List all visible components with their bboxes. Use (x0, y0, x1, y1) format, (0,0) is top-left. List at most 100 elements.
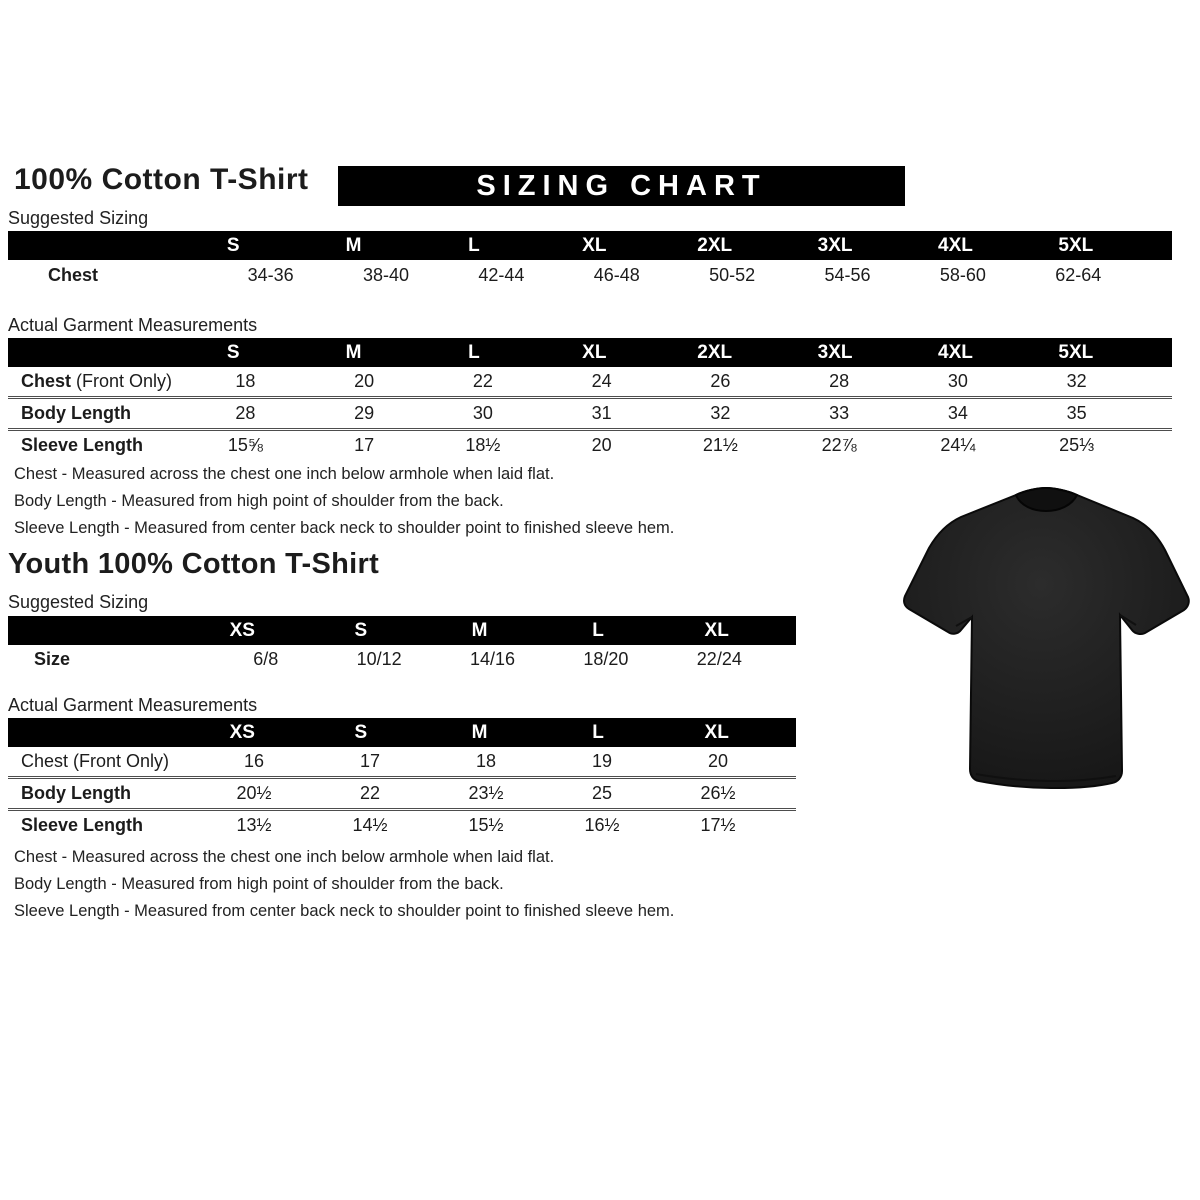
table-cell: 58-60 (939, 264, 986, 285)
size-col-header: L (592, 619, 604, 641)
table-cell: 16 (243, 751, 265, 771)
table-cell: 25⅓ (1059, 435, 1095, 455)
size-col-header: 3XL (817, 341, 853, 363)
table-row-chest: Chest (Front Only) 18 20 22 24 26 28 30 … (8, 367, 1172, 396)
table-cell: 20 (707, 751, 729, 771)
note-line: Sleeve Length - Measured from center bac… (14, 902, 675, 920)
table-cell: 14/16 (469, 649, 516, 669)
size-col-header: S (226, 341, 240, 363)
table-cell: 35 (1066, 403, 1087, 423)
table-cell: 30 (947, 371, 968, 391)
table-cell: 26 (710, 371, 731, 391)
size-col-header: 3XL (817, 234, 853, 256)
actual-measurements-heading: Actual Garment Measurements (8, 695, 258, 715)
table-cell: 38-40 (363, 264, 410, 285)
size-col-header: M (345, 234, 362, 256)
table-cell: 17 (354, 435, 375, 455)
table-row-sleeve-length: Sleeve Length 15⅝ 17 18½ 20 21½ 22⅞ 24¼ … (8, 428, 1172, 460)
size-col-header: L (468, 341, 480, 363)
table-cell: 24 (591, 371, 612, 391)
table-cell: 21½ (702, 435, 738, 455)
table-cell: 20 (591, 435, 612, 455)
size-col-header: 2XL (697, 341, 733, 363)
note-line: Body Length - Measured from high point o… (14, 492, 504, 510)
table-cell: 33 (829, 403, 850, 423)
table-cell: 31 (591, 403, 612, 423)
size-col-header: L (592, 721, 604, 743)
table-cell: 16½ (584, 815, 620, 835)
size-col-header: M (471, 619, 488, 641)
youth-suggested-sizing-table: XS S M L XL Size 6/8 10/12 14/16 18/20 2… (8, 616, 796, 674)
suggested-sizing-heading: Suggested Sizing (8, 592, 149, 612)
table-cell: 32 (1066, 371, 1087, 391)
table-cell: 50-52 (709, 264, 756, 285)
table-row-body-length: Body Length 28 29 30 31 32 33 34 35 (8, 396, 1172, 428)
table-cell: 10/12 (356, 649, 402, 669)
size-col-header: XS (229, 721, 255, 743)
suggested-sizing-heading: Suggested Sizing (8, 208, 149, 228)
table-cell: 29 (354, 403, 375, 423)
table-cell: 13½ (236, 815, 272, 835)
note-line: Sleeve Length - Measured from center bac… (14, 519, 675, 537)
table-cell: 20½ (236, 783, 272, 803)
table-cell: 28 (235, 403, 256, 423)
note-line: Body Length - Measured from high point o… (14, 875, 504, 893)
table-cell: 62-64 (1055, 264, 1102, 285)
table-cell: 18/20 (583, 649, 629, 669)
size-col-header: 2XL (697, 234, 733, 256)
measurement-notes: Chest - Measured across the chest one in… (14, 844, 674, 925)
size-col-header: S (354, 721, 368, 743)
note-line: Chest - Measured across the chest one in… (14, 465, 555, 483)
row-label: Body Length (21, 403, 131, 423)
note-line: Chest - Measured across the chest one in… (14, 848, 555, 866)
row-label: Chest (21, 371, 72, 391)
size-col-header: 4XL (938, 341, 973, 363)
table-row-sleeve-length: Sleeve Length 13½ 14½ 15½ 16½ 17½ (8, 808, 796, 840)
table-cell: 18½ (465, 435, 501, 455)
table-cell: 18 (475, 751, 497, 771)
size-col-header: XL (704, 619, 729, 641)
table-cell: 42-44 (478, 264, 525, 285)
adult-suggested-sizing-table: S M L XL 2XL 3XL 4XL 5XL Chest 34-36 38-… (8, 231, 1172, 290)
size-col-header: S (226, 234, 240, 256)
table-cell: 32 (710, 403, 731, 423)
size-col-header: M (345, 341, 362, 363)
row-label: Sleeve Length (21, 435, 144, 455)
table-cell: 15⅝ (227, 435, 263, 455)
table-cell: 17½ (700, 815, 736, 835)
row-label: Body Length (21, 783, 131, 803)
table-cell: 17 (359, 751, 381, 771)
table-cell: 28 (829, 371, 850, 391)
youth-section-title: Youth 100% Cotton T-Shirt (8, 548, 380, 580)
size-col-header: XL (582, 341, 607, 363)
table-row-body-length: Body Length 20½ 22 23½ 25 26½ (8, 776, 796, 808)
table-cell: 26½ (700, 783, 736, 803)
table-cell: 20 (354, 371, 375, 391)
table-cell: 24¼ (940, 435, 976, 455)
table-cell: 22⅞ (821, 435, 857, 455)
size-header-row: S M L XL 2XL 3XL 4XL 5XL (8, 338, 1172, 367)
actual-measurements-heading: Actual Garment Measurements (8, 315, 258, 335)
table-cell: 54-56 (824, 264, 871, 285)
table-cell: 6/8 (253, 649, 279, 669)
table-cell: 14½ (352, 815, 388, 835)
page-title: 100% Cotton T-Shirt (14, 163, 309, 196)
size-col-header: XL (582, 234, 607, 256)
size-header-row: XS S M L XL (8, 718, 796, 747)
size-header-row: XS S M L XL (8, 616, 796, 645)
size-col-header: S (354, 619, 368, 641)
tshirt-image (903, 486, 1190, 789)
size-header-row: S M L XL 2XL 3XL 4XL 5XL (8, 231, 1172, 260)
sizing-chart-banner: SIZING CHART (338, 166, 905, 206)
table-row-chest: Chest 34-36 38-40 42-44 46-48 50-52 54-5… (8, 260, 1172, 290)
table-cell: 30 (472, 403, 493, 423)
size-col-header: 5XL (1058, 341, 1094, 363)
table-cell: 18 (235, 371, 256, 391)
youth-actual-measurements-table: XS S M L XL Chest (Front Only) 16 17 18 … (8, 718, 796, 840)
row-label-suffix: (Front Only) (71, 371, 173, 391)
size-col-header: 5XL (1058, 234, 1094, 256)
size-col-header: XS (229, 619, 255, 641)
table-cell: 34 (947, 403, 968, 423)
row-label: Sleeve Length (21, 815, 144, 835)
